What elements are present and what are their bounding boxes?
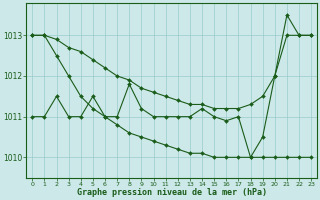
X-axis label: Graphe pression niveau de la mer (hPa): Graphe pression niveau de la mer (hPa) <box>77 188 267 197</box>
